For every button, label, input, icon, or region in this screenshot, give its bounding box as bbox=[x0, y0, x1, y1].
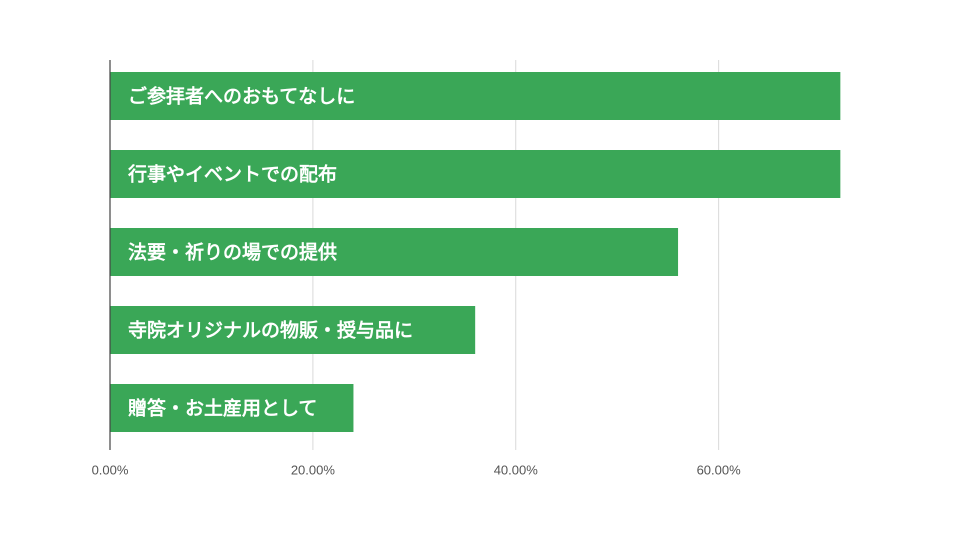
x-tick-label: 40.00% bbox=[494, 462, 539, 477]
x-axis-ticks: 0.00% 20.00% 40.00% 60.00% bbox=[92, 462, 742, 477]
x-tick-label: 20.00% bbox=[291, 462, 336, 477]
bars: ご参拝者へのおもてなしに行事やイベントでの配布法要・祈りの場での提供寺院オリジナ… bbox=[110, 72, 841, 432]
bar-category-label: 寺院オリジナルの物販・授与品に bbox=[128, 319, 413, 342]
x-tick-label: 0.00% bbox=[92, 462, 129, 477]
bar-category-label: 法要・祈りの場での提供 bbox=[128, 241, 337, 264]
bar bbox=[110, 384, 354, 432]
bar-category-label: ご参拝者へのおもてなしに bbox=[128, 85, 355, 108]
bar-category-label: 行事やイベントでの配布 bbox=[127, 163, 337, 186]
bar bbox=[110, 228, 679, 276]
bar bbox=[110, 72, 841, 120]
bar-category-label: 贈答・お土産用として bbox=[128, 397, 317, 420]
bar bbox=[110, 306, 476, 354]
x-tick-label: 60.00% bbox=[697, 462, 742, 477]
bar bbox=[110, 150, 841, 198]
